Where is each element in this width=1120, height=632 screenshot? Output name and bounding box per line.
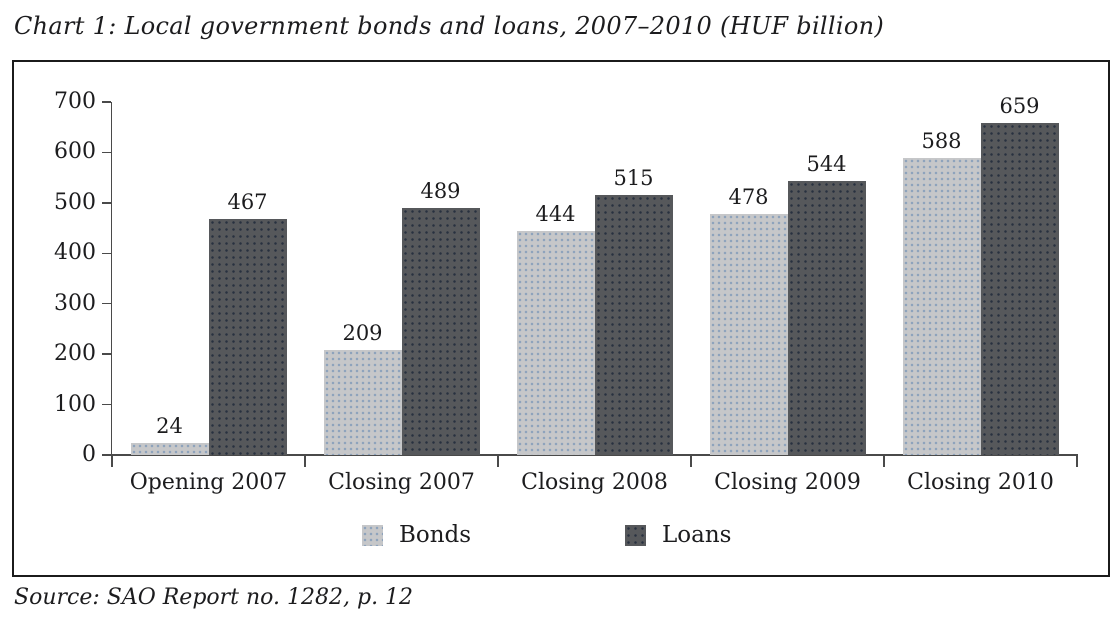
source-line: Source: SAO Report no. 1282, p. 12 [14,585,414,610]
x-tick [304,455,306,467]
category-label: Closing 2008 [521,470,668,495]
x-tick [497,455,499,467]
legend-swatch-bonds [362,524,383,546]
bar-loans [208,219,287,455]
y-axis-layer: 0 100 200 300 400 500 600 700 [14,62,1108,575]
category-label: Closing 2010 [907,470,1054,495]
value-label: 588 [921,129,962,153]
value-label: 489 [420,179,461,203]
bar-bonds [130,443,209,455]
chart-title: Chart 1: Local government bonds and loan… [14,12,885,40]
y-tick-label: 300 [54,290,96,316]
legend-label: Bonds [399,522,472,548]
x-axis-layer: Opening 2007 Closing 2007 Closing 2008 Clos… [14,62,1108,575]
chart-frame: 0 100 200 300 400 500 600 700 24 467 209 489 444 515… [12,60,1110,577]
y-tick-label: 400 [54,240,96,266]
y-axis-line [110,102,112,467]
category-label: Opening 2007 [129,470,288,495]
y-tick [102,252,111,255]
x-tick [690,455,692,467]
legend-item-bonds: Bonds [362,523,471,547]
y-tick [102,302,111,305]
bar-loans [980,123,1059,455]
bar-bonds [323,350,402,455]
value-label: 515 [613,166,654,190]
y-tick [102,202,111,204]
y-tick-label: 0 [82,442,96,467]
x-tick [111,455,113,467]
y-tick-label: 600 [54,139,96,165]
value-label: 544 [806,152,847,176]
y-tick-label: 700 [54,89,96,114]
value-label: 467 [227,190,268,214]
legend-swatch-loans [625,524,646,546]
y-tick-label: 100 [54,391,96,417]
x-tick [883,455,885,467]
value-label: 444 [535,202,576,226]
category-label: Closing 2007 [328,470,475,495]
value-label: 659 [999,94,1040,118]
value-label: 24 [156,414,183,438]
value-label: 209 [342,321,383,345]
x-tick [1076,455,1078,467]
plot-area: 24 467 209 489 444 515 478 544 588 659 [112,94,1077,455]
bar-loans [401,208,480,455]
y-tick [102,454,111,456]
y-tick [102,151,111,154]
legend-item-loans: Loans [625,523,731,547]
legend: Bonds Loans [14,523,1108,551]
bar-loans [787,181,866,455]
y-tick [102,353,111,355]
value-label: 478 [728,185,769,209]
y-tick-label: 200 [54,341,96,367]
bar-bonds [902,158,981,455]
bar-bonds [516,231,595,455]
bar-loans [594,195,673,455]
y-tick-label: 500 [54,189,96,215]
y-tick [102,403,111,406]
y-tick [102,101,111,103]
category-label: Closing 2009 [714,470,861,495]
bar-bonds [709,214,788,455]
legend-label: Loans [662,522,732,548]
